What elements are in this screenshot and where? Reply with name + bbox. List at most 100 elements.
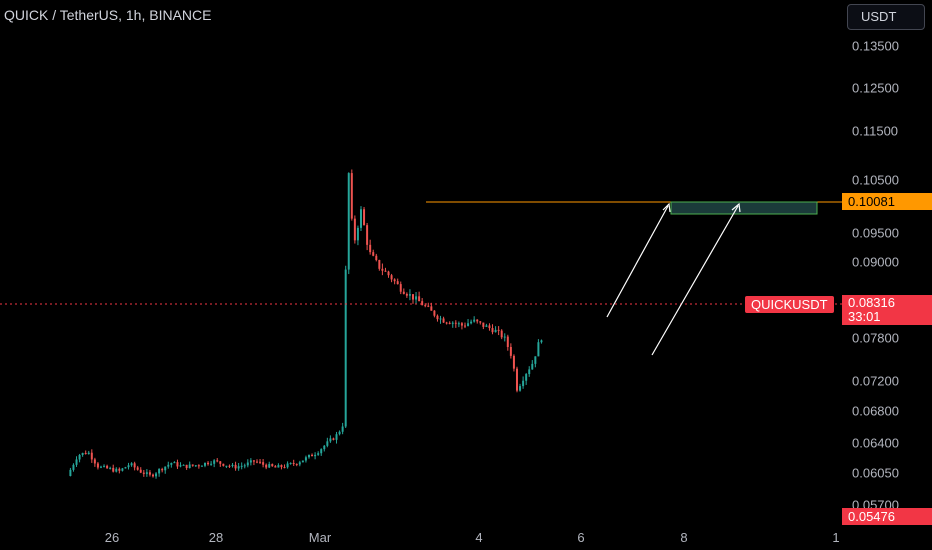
- candle-body: [298, 462, 301, 465]
- candle-body: [286, 463, 289, 468]
- candle-body: [457, 323, 460, 325]
- candle-body: [304, 457, 307, 461]
- candle-body: [497, 329, 500, 331]
- candle-body: [317, 453, 320, 455]
- candle-body: [99, 466, 102, 468]
- candle-body: [283, 467, 286, 469]
- candle-body: [148, 472, 151, 475]
- candle-body: [421, 301, 424, 306]
- candle-body: [203, 462, 206, 466]
- candle-body: [436, 315, 439, 320]
- candle-body: [442, 318, 445, 323]
- candle-body: [473, 319, 476, 322]
- currency-button[interactable]: USDT: [847, 4, 925, 30]
- arrow-2-head: [731, 202, 741, 213]
- candle-body: [191, 464, 194, 466]
- candle-body: [219, 461, 222, 464]
- candle-body: [194, 465, 197, 467]
- candle-body: [503, 336, 506, 338]
- candle-body: [112, 467, 115, 472]
- arrow-1[interactable]: [606, 205, 669, 318]
- candle-body: [506, 336, 509, 347]
- candle-body: [158, 469, 161, 474]
- candle-body: [356, 227, 359, 241]
- target-zone[interactable]: [670, 201, 818, 215]
- level-price-badge: 0.10081: [842, 193, 932, 210]
- candle-body: [255, 461, 258, 463]
- candle-body: [170, 462, 173, 465]
- candle-body: [326, 441, 329, 446]
- candle-body: [115, 468, 118, 472]
- candle-body: [433, 310, 436, 316]
- candle-body: [280, 465, 283, 468]
- candle-body: [363, 209, 366, 226]
- candle-body: [408, 294, 411, 296]
- candle-body: [145, 472, 148, 474]
- chart-title: QUICK / TetherUS, 1h, BINANCE: [4, 7, 212, 23]
- candle-body: [164, 466, 167, 471]
- candle-body: [185, 464, 188, 468]
- candle-body: [96, 463, 99, 468]
- candle-body: [289, 462, 292, 464]
- x-tick: Mar: [308, 530, 332, 545]
- candle-body: [519, 386, 522, 391]
- candle-body: [210, 463, 213, 465]
- candle-body: [537, 342, 540, 357]
- candle-body: [222, 463, 225, 466]
- candle-body: [216, 460, 219, 462]
- arrow-2[interactable]: [651, 205, 739, 356]
- candle-body: [106, 465, 109, 469]
- x-tick: 28: [208, 530, 224, 545]
- candle-body: [124, 467, 127, 469]
- candle-body: [399, 284, 402, 292]
- candle-body: [384, 270, 387, 272]
- y-tick: 0.09500: [852, 225, 899, 241]
- y-tick: 0.10500: [852, 172, 899, 188]
- candle-body: [491, 328, 494, 333]
- candle-body: [139, 469, 142, 473]
- candle-body: [378, 260, 381, 269]
- candle-body: [243, 465, 246, 467]
- candle-body: [225, 465, 228, 467]
- candle-body: [277, 465, 280, 468]
- candle-body: [338, 431, 341, 435]
- y-tick: 0.06050: [852, 465, 899, 481]
- candle-body: [173, 462, 176, 464]
- candle-body: [93, 459, 96, 464]
- candle-body: [323, 445, 326, 450]
- candle-body: [390, 275, 393, 280]
- candle-body: [445, 322, 448, 324]
- candle-body: [500, 330, 503, 338]
- symbol-badge: QUICKUSDT: [745, 296, 834, 313]
- candle-body: [133, 463, 136, 468]
- candle-body: [525, 374, 528, 381]
- candle-body: [467, 323, 470, 326]
- candle-body: [515, 368, 518, 391]
- candle-body: [295, 463, 298, 465]
- candle-body: [228, 465, 231, 467]
- candle-body: [405, 293, 408, 296]
- candle-body: [463, 325, 466, 327]
- candle-body: [488, 325, 491, 329]
- candle-body: [418, 296, 421, 302]
- candle-body: [136, 467, 139, 470]
- candle-body: [314, 454, 317, 457]
- candle-body: [359, 209, 362, 228]
- candle-body: [311, 454, 314, 457]
- y-tick: 0.06400: [852, 435, 899, 451]
- candle-body: [127, 465, 130, 468]
- candle-body: [75, 459, 78, 465]
- candle-body: [522, 380, 525, 387]
- x-tick: 8: [680, 530, 688, 545]
- y-tick: 0.11500: [852, 123, 899, 139]
- candle-body: [307, 454, 310, 458]
- candle-body: [207, 462, 210, 465]
- candle-body: [347, 173, 350, 270]
- y-tick: 0.09000: [852, 254, 899, 270]
- candle-body: [231, 464, 234, 467]
- candle-body: [540, 340, 543, 343]
- candle-body: [341, 426, 344, 432]
- candle-body: [176, 462, 179, 467]
- low-price-badge: 0.05476: [842, 508, 932, 525]
